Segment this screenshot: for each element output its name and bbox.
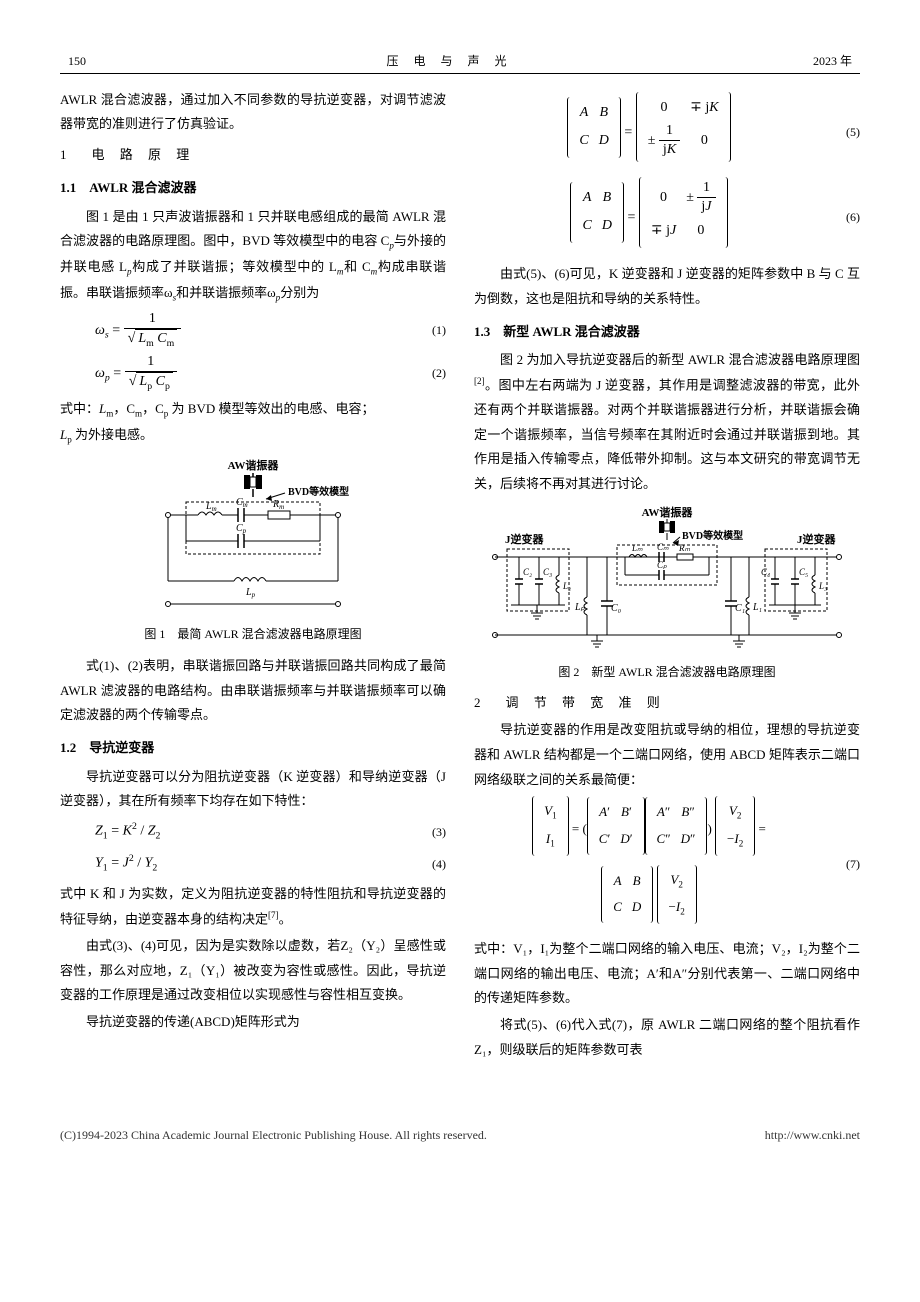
section-2-heading: 2 调 节 带 宽 准 则 [474, 691, 860, 716]
equation-3: Z1 = K2 / Z2 (3) [60, 818, 446, 846]
svg-text:L₁: L₁ [752, 602, 762, 613]
svg-text:Lₚ: Lₚ [574, 602, 586, 613]
equation-4: Y1 = J2 / Y2 (4) [60, 850, 446, 878]
para-1-3-a: 图 2 为加入导抗逆变器后的新型 AWLR 混合滤波器电路原理图[2]。图中左右… [474, 348, 860, 496]
figure-2-caption: 图 2 新型 AWLR 混合滤波器电路原理图 [474, 661, 860, 684]
eq7-label: (7) [824, 853, 860, 876]
fig1-Lp: Lp [245, 587, 256, 599]
para-2-c: 将式(5)、(6)代入式(7)，原 AWLR 二端口网络的整个阻抗看作Z₁，则级… [474, 1013, 860, 1062]
para-r1: 由式(5)、(6)可见，K 逆变器和 J 逆变器的矩阵参数中 B 与 C 互为倒… [474, 262, 860, 311]
eq1-label: (1) [410, 319, 446, 342]
para-2-b: 式中：V₁，I₁为整个二端口网络的输入电压、电流；V₂，I₂为整个二端口网络的输… [474, 937, 860, 1011]
page-number: 150 [68, 50, 86, 73]
svg-text:C₁: C₁ [735, 603, 745, 614]
fig1-Lm: Lm [205, 501, 217, 513]
para-1-1-b: 式中：Lm，Cm，Cp 为 BVD 模型等效出的电感、电容； Lp 为外接电感。 [60, 397, 446, 449]
footer-copyright: (C)1994-2023 China Academic Journal Elec… [60, 1124, 487, 1147]
figure-1: AW谐振器 BVD等效模型 Lm [60, 457, 446, 646]
figure-2-svg: AW谐振器 BVD等效模型 J逆变器 J逆变器 [487, 505, 847, 655]
page-footer: (C)1994-2023 China Academic Journal Elec… [60, 1124, 860, 1147]
figure-2: AW谐振器 BVD等效模型 J逆变器 J逆变器 [474, 505, 860, 684]
svg-text:L₃: L₃ [818, 581, 827, 591]
figure-1-caption: 图 1 最简 AWLR 混合滤波器电路原理图 [60, 623, 446, 646]
eq3-label: (3) [410, 821, 446, 844]
equation-5: ABCD = 0∓ jK ± 1jK0 (5) [474, 92, 860, 173]
fig1-Cm: Cm [236, 497, 248, 509]
fig1-Rm: Rm [272, 499, 284, 511]
svg-text:C₂: C₂ [523, 567, 532, 577]
equation-6: ABCD = 0± 1jJ ∓ jJ0 (6) [474, 177, 860, 258]
journal-name: 压 电 与 声 光 [386, 50, 512, 73]
fig2-bvd-label: BVD等效模型 [682, 529, 743, 542]
para-1-2-b: 式中 K 和 J 为实数，定义为阻抗逆变器的特性阻抗和导抗逆变器的特征导纳，由逆… [60, 882, 446, 932]
fig1-Cp: Cp [236, 523, 247, 535]
svg-text:L₂: L₂ [562, 581, 571, 591]
footer-url: http://www.cnki.net [765, 1124, 860, 1147]
para-1-1-a: 图 1 是由 1 只声波谐振器和 1 只并联电感组成的最简 AWLR 混合滤波器… [60, 205, 446, 307]
svg-text:Lₘ: Lₘ [631, 543, 643, 553]
section-1-heading: 1 电 路 原 理 [60, 143, 446, 168]
para-1-1-c: 式(1)、(2)表明，串联谐振回路与并联谐振回路共同构成了最简 AWLR 滤波器… [60, 654, 446, 728]
intro-continuation: AWLR 混合滤波器，通过加入不同参数的导抗逆变器，对调节滤波器带宽的准则进行了… [60, 88, 446, 137]
para-1-2-d: 导抗逆变器的传递(ABCD)矩阵形式为 [60, 1010, 446, 1035]
equation-2: ωp = 1√Lp Cp (2) [60, 354, 446, 393]
page-year: 2023 年 [813, 50, 852, 73]
svg-text:C₀: C₀ [611, 603, 622, 614]
svg-text:Cₘ: Cₘ [657, 542, 669, 552]
svg-text:C₃: C₃ [543, 567, 552, 577]
svg-text:C₅: C₅ [799, 567, 808, 577]
eq2-label: (2) [410, 362, 446, 385]
content-columns: AWLR 混合滤波器，通过加入不同参数的导抗逆变器，对调节滤波器带宽的准则进行了… [60, 88, 860, 1065]
fig1-aw-label: AW谐振器 [228, 458, 280, 472]
para-1-2-c: 由式(3)、(4)可见，因为是实数除以虚数，若Z₂（Y₂）呈感性或容性，那么对应… [60, 934, 446, 1008]
fig2-j-left: J逆变器 [505, 532, 544, 546]
eq4-label: (4) [410, 853, 446, 876]
para-2-a: 导抗逆变器的作用是改变阻抗或导纳的相位，理想的导抗逆变器和 AWLR 结构都是一… [474, 718, 860, 792]
page-header: 150 压 电 与 声 光 2023 年 [60, 50, 860, 74]
eq5-label: (5) [824, 121, 860, 144]
left-column: AWLR 混合滤波器，通过加入不同参数的导抗逆变器，对调节滤波器带宽的准则进行了… [60, 88, 446, 1065]
svg-text:Cₚ: Cₚ [657, 560, 667, 570]
svg-text:Rₘ: Rₘ [678, 543, 690, 553]
equation-7: V1I1 = (A′B′C′D′A″B″C″D″) V2−I2 = ABCD V… [474, 796, 860, 933]
subsection-1-2: 1.2 导抗逆变器 [60, 736, 446, 761]
equation-1: ωs = 1√Lm Cm (1) [60, 311, 446, 350]
svg-text:C₄: C₄ [761, 567, 770, 577]
eq6-label: (6) [824, 206, 860, 229]
fig2-j-right: J逆变器 [797, 532, 836, 546]
para-1-2-a: 导抗逆变器可以分为阻抗逆变器（K 逆变器）和导纳逆变器（J 逆变器），其在所有频… [60, 765, 446, 814]
right-column: ABCD = 0∓ jK ± 1jK0 (5) ABCD = 0± 1jJ ∓ … [474, 88, 860, 1065]
subsection-1-3: 1.3 新型 AWLR 混合滤波器 [474, 320, 860, 345]
fig1-bvd-label: BVD等效模型 [288, 485, 349, 498]
figure-1-svg: AW谐振器 BVD等效模型 Lm [138, 457, 368, 617]
subsection-1-1: 1.1 AWLR 混合滤波器 [60, 176, 446, 201]
fig2-aw-label: AW谐振器 [642, 505, 694, 519]
